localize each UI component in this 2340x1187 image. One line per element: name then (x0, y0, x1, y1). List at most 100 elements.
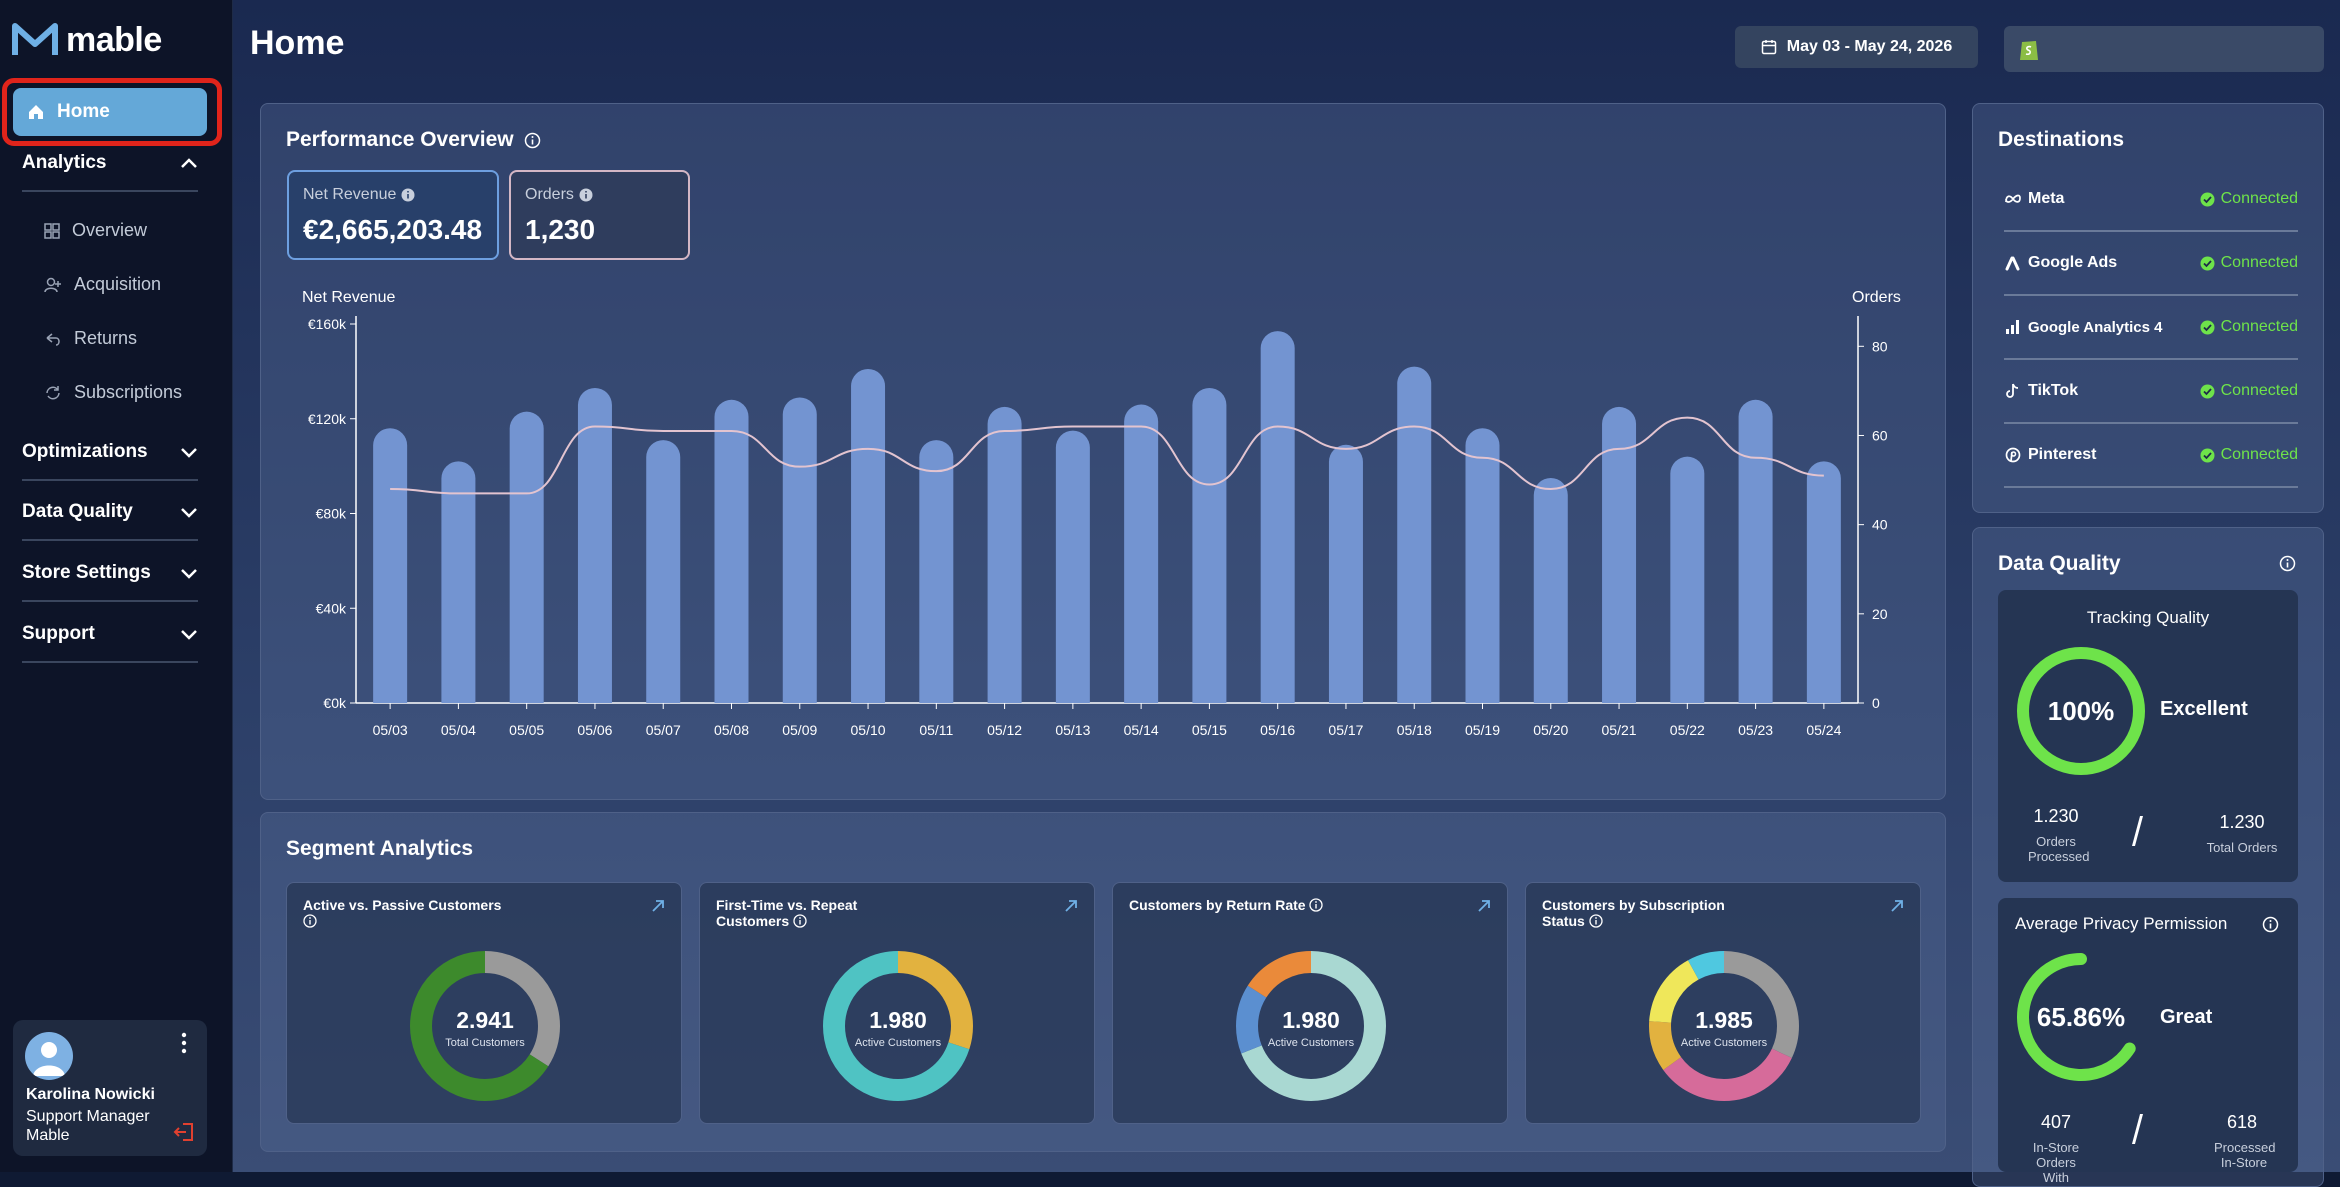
revenue-bar (1124, 404, 1159, 703)
analytics-icon (2006, 320, 2019, 334)
donut-slice (1649, 951, 1799, 1101)
x-tick-label: 05/08 (714, 722, 749, 738)
destination-row-meta[interactable]: Meta Connected (2004, 168, 2298, 232)
section-label: Analytics (22, 152, 107, 173)
store-selector[interactable] (2004, 26, 2324, 72)
external-link-arrow-icon[interactable] (1064, 899, 1078, 913)
user-card: Karolina Nowicki Support Manager Mable (13, 1020, 207, 1156)
segment-card-return-rate[interactable]: Customers by Return Rate 1.980 Active Cu… (1112, 882, 1508, 1124)
logout-icon[interactable] (173, 1122, 195, 1142)
chevron-down-icon (181, 508, 197, 518)
orders-line (390, 416, 1824, 495)
x-tick-label: 05/06 (577, 722, 612, 738)
sidebar-section-data-quality[interactable]: Data Quality (22, 501, 198, 523)
avatar[interactable] (25, 1032, 73, 1080)
info-icon (793, 914, 807, 928)
revenue-bar (714, 399, 749, 703)
meta-icon (2005, 194, 2021, 203)
segment-donut-value: 1.980 (1282, 1007, 1340, 1033)
orders-processed-label: Orders Processed (2028, 834, 2090, 864)
destination-status: Connected (2200, 382, 2298, 400)
x-tick-label: 05/21 (1602, 722, 1637, 738)
sidebar-item-overview[interactable]: Overview (44, 220, 147, 241)
destination-row-tiktok[interactable]: TikTok Connected (2004, 360, 2298, 424)
sidebar-item-subscriptions[interactable]: Subscriptions (44, 382, 182, 403)
divider (22, 539, 198, 541)
segment-title-text: Customers by Return Rate (1129, 897, 1306, 913)
tracking-quality-gauge (2017, 647, 2145, 775)
section-label: Optimizations (22, 441, 148, 462)
segment-donut-chart (1236, 951, 1386, 1101)
destination-name: Google Analytics 4 (2028, 318, 2163, 336)
kpi-orders[interactable]: Orders 1,230 (509, 170, 690, 260)
revenue-bar (851, 369, 886, 703)
check-circle-icon (2200, 384, 2215, 398)
segment-card-first-time-repeat[interactable]: First-Time vs. Repeat Customers 1.980 Ac… (699, 882, 1095, 1124)
destination-status: Connected (2200, 254, 2298, 272)
external-link-arrow-icon[interactable] (1890, 899, 1904, 913)
destination-row-google-ads[interactable]: Google Ads Connected (2004, 232, 2298, 296)
date-range-button[interactable]: May 03 - May 24, 2026 (1735, 26, 1978, 68)
info-icon[interactable] (2279, 555, 2296, 572)
tracking-rating: Excellent (2160, 698, 2248, 720)
kpi-label: Orders (525, 186, 674, 204)
status-text: Connected (2220, 190, 2298, 207)
privacy-rating: Great (2160, 1006, 2213, 1028)
x-tick-label: 05/20 (1533, 722, 1568, 738)
sidebar-section-analytics[interactable]: Analytics (22, 152, 198, 174)
privacy-permission-panel: Average Privacy Permission 65.86% Great … (1998, 898, 2298, 1185)
segment-card-subscription-status[interactable]: Customers by Subscription Status 1.985 A… (1525, 882, 1921, 1124)
info-icon[interactable] (2262, 916, 2279, 933)
return-icon (46, 332, 60, 346)
destination-row-google-analytics[interactable]: Google Analytics 4 Connected (2004, 296, 2298, 360)
segment-card-title: Customers by Subscription Status (1542, 897, 1742, 929)
sidebar-item-label: Subscriptions (74, 382, 183, 402)
kpi-label-text: Net Revenue (303, 186, 397, 203)
left-tick-label: €120k (308, 411, 347, 427)
info-icon[interactable] (524, 132, 541, 149)
revenue-bar (1670, 456, 1705, 703)
left-tick-label: €160k (308, 316, 347, 332)
section-label: Support (22, 623, 95, 644)
external-link-arrow-icon[interactable] (651, 899, 665, 913)
pinterest-icon (2005, 447, 2021, 463)
destination-name: Pinterest (2028, 446, 2097, 463)
x-tick-label: 05/07 (646, 722, 681, 738)
segment-card-active-passive[interactable]: Active vs. Passive Customers 2.941 Total… (286, 882, 682, 1124)
check-circle-icon (2200, 448, 2215, 462)
kpi-net-revenue[interactable]: Net Revenue €2,665,203.48 (287, 170, 499, 260)
x-tick-label: 05/04 (441, 722, 476, 738)
revenue-bar (577, 387, 612, 703)
sidebar-item-returns[interactable]: Returns (44, 328, 137, 349)
destination-name: Google Ads (2028, 254, 2118, 271)
refresh-icon (46, 385, 60, 399)
calendar-icon (1761, 40, 1777, 55)
sidebar-section-store-settings[interactable]: Store Settings (22, 562, 198, 584)
user-company: Mable (26, 1127, 70, 1144)
destination-row-pinterest[interactable]: Pinterest Connected (2004, 424, 2298, 488)
sidebar-section-support[interactable]: Support (22, 623, 198, 645)
sidebar-item-home[interactable]: Home (13, 88, 207, 136)
left-tick-label: €0k (323, 695, 347, 711)
segment-title-text: Customers by Subscription Status (1542, 897, 1725, 929)
tracking-quality-title: Tracking Quality (2086, 608, 2210, 627)
chevron-down-icon (181, 448, 197, 458)
logo[interactable]: mable (12, 20, 162, 60)
check-circle-icon (2200, 192, 2215, 206)
revenue-bar (373, 428, 408, 703)
segment-card-title: Active vs. Passive Customers (303, 897, 503, 929)
x-tick-label: 05/23 (1738, 722, 1773, 738)
segment-donut-chart (823, 951, 973, 1101)
kpi-value: €2,665,203.48 (303, 214, 483, 245)
revenue-bar (1260, 331, 1295, 703)
sidebar-section-optimizations[interactable]: Optimizations (22, 441, 198, 463)
right-tick-label: 80 (1872, 338, 1888, 354)
revenue-bar (1602, 406, 1637, 703)
more-vertical-icon[interactable] (179, 1032, 189, 1054)
info-icon (1309, 898, 1324, 912)
external-link-arrow-icon[interactable] (1477, 899, 1491, 913)
info-icon (401, 188, 415, 202)
gauge-arc (2017, 647, 2145, 775)
sidebar-item-acquisition[interactable]: Acquisition (44, 274, 161, 295)
revenue-bar (1397, 366, 1432, 703)
